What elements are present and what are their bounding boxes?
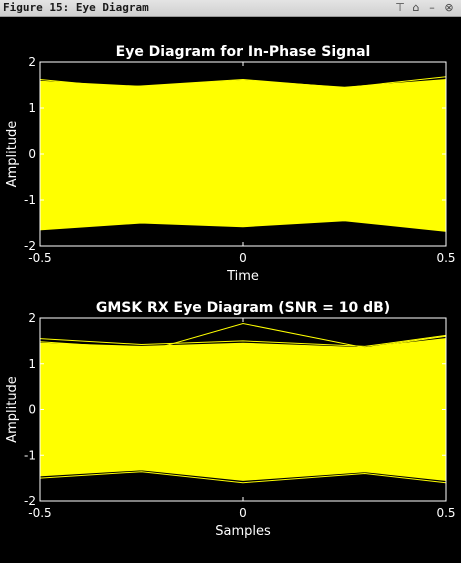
chart0-outlier-0 [99,133,102,136]
chart0-trace-1 [39,82,447,92]
chart1-ytick-label-4: -2 [24,494,36,508]
chart1-ytick-label-1: 1 [28,357,36,371]
chart1-ytick-label-0: 2 [28,311,36,325]
chart1-trace-1 [39,334,447,347]
figure-canvas: -0.5 0 0.5 2 1 0 -1 -2 Eye Diagram for In-Phase … [0,17,461,563]
chart0-title: Eye Diagram for In-Phase Signal [116,44,371,60]
chart0-ylabel: Amplitude [5,121,20,188]
chart1-ytick-label-2: 0 [28,403,36,417]
chart0-eye-band [39,78,447,232]
chart1-eye-band [39,338,447,481]
chart1-xtick-label-1: 0 [239,506,247,520]
undock-icon[interactable]: ⌂ [412,1,420,14]
chart0-ytick-label-4: -2 [24,239,36,253]
plot-in-phase: -0.5 0 0.5 2 1 0 -1 -2 Eye Diagram for In-Phase … [5,44,456,284]
chart1-trace-0 [39,322,447,350]
chart0-ytick-label-1: 1 [28,101,36,115]
minimize-icon[interactable]: – [429,1,435,14]
pin-icon[interactable]: ⊤ [395,1,405,14]
window-title: Figure 15: Eye Diagram [3,1,149,14]
chart0-trace-3 [39,215,447,228]
window-titlebar[interactable]: Figure 15: Eye Diagram ⊤ ⌂ – ⊗ [0,0,461,17]
chart0-trace-0 [39,76,447,89]
chart1-ytick-label-3: -1 [24,448,36,462]
chart0-xtick-label-1: 0 [239,251,247,265]
chart1-trace-3 [39,467,447,479]
chart0-outlier-1 [160,211,163,214]
chart0-xlabel: Time [226,269,259,284]
chart1-xtick-label-2: 0.5 [436,506,455,520]
chart0-ytick-label-3: -1 [24,193,36,207]
close-icon[interactable]: ⊗ [444,1,454,14]
chart1-ylabel: Amplitude [5,376,20,443]
chart0-ytick-label-2: 0 [28,147,36,161]
plot-gmsk-rx: -0.5 0 0.5 2 1 0 -1 -2 GMSK RX Eye Diagram (SNR … [5,300,456,539]
chart1-trace-2 [39,471,447,484]
chart1-title: GMSK RX Eye Diagram (SNR = 10 dB) [96,300,390,316]
chart0-xtick-label-0: -0.5 [28,251,51,265]
chart0-xtick-label-2: 0.5 [436,251,455,265]
chart1-xlabel: Samples [215,524,271,539]
chart0-ytick-label-0: 2 [28,55,36,69]
chart1-xtick-label-0: -0.5 [28,506,51,520]
